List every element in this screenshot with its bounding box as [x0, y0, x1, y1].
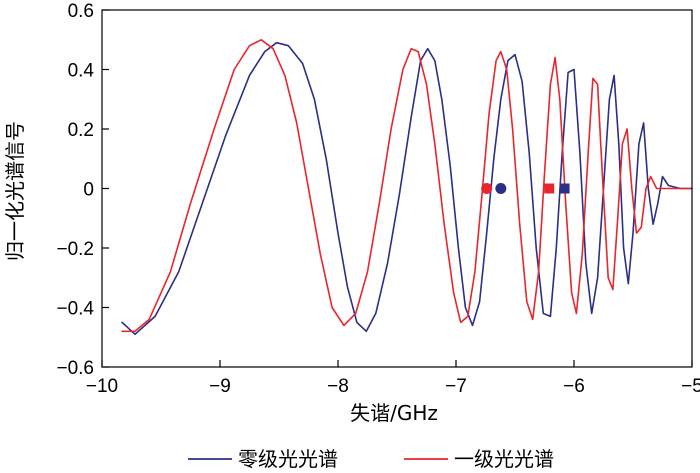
marker-layer: [481, 183, 570, 194]
legend: 零级光光谱 一级光光谱: [188, 447, 554, 471]
y-tick-label: −0.6: [56, 358, 94, 379]
y-tick-label: 0: [83, 180, 94, 201]
y-tick-label: 0.6: [68, 1, 94, 22]
x-tick-label: −6: [563, 376, 585, 397]
x-tick-label: −7: [445, 376, 467, 397]
series-line-first-order: [121, 39, 693, 333]
square-marker: [544, 183, 555, 194]
circle-marker: [481, 183, 493, 194]
legend-label-zero-order: 零级光光谱: [238, 447, 338, 471]
x-tick-label: −9: [209, 376, 231, 397]
y-axis-title: 归一化光谱信号: [3, 121, 27, 261]
x-tick-label: −10: [86, 376, 118, 397]
square-marker: [559, 183, 570, 194]
y-tick-label: −0.4: [56, 299, 94, 320]
y-tick-label: 0.2: [68, 120, 94, 141]
circle-marker: [495, 183, 507, 194]
ticks-layer: −10 −9 −8 −7 −6 −5 −0.6 −0.4 −0.2 0 0.2 0.4 0.6: [56, 1, 700, 397]
legend-label-first-order: 一级光光谱: [454, 447, 554, 471]
x-tick-label: −5: [681, 376, 700, 397]
y-tick-label: −0.2: [56, 239, 94, 260]
x-tick-label: −8: [327, 376, 349, 397]
series-layer: [121, 39, 693, 336]
series-line-zero-order: [121, 41, 693, 336]
y-tick-label: 0.4: [68, 61, 95, 82]
x-axis-title: 失谐/GHz: [350, 401, 438, 425]
